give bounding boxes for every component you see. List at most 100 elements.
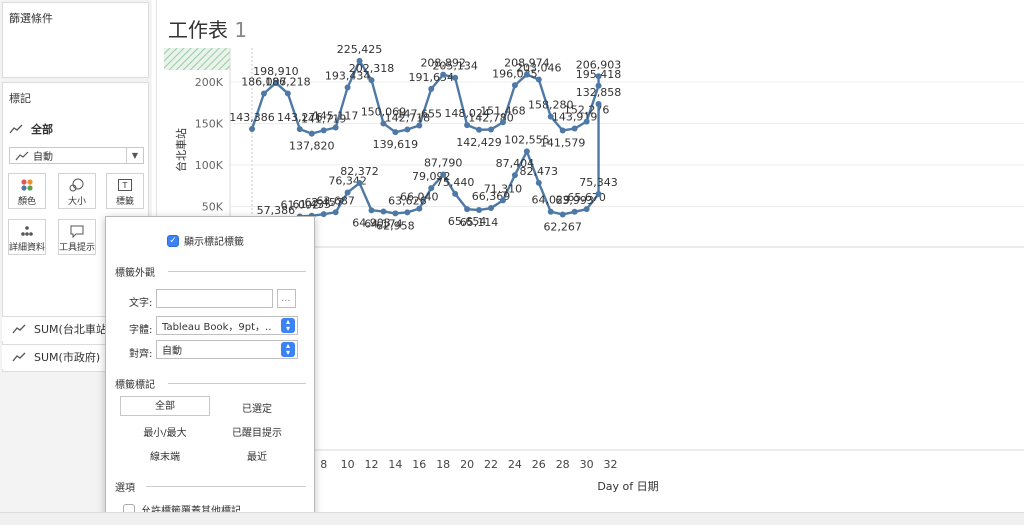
series-top-point[interactable] bbox=[440, 71, 447, 78]
align-select[interactable]: 自動 ▴ ▾ bbox=[156, 340, 298, 359]
series-top-data-label: 152,276 bbox=[564, 104, 610, 117]
measure-pill-label: SUM(台北車站) bbox=[34, 323, 112, 336]
series-top-point[interactable] bbox=[392, 129, 399, 136]
text-input[interactable] bbox=[156, 289, 273, 308]
series-bottom-point[interactable] bbox=[404, 209, 411, 216]
series-top-point[interactable] bbox=[499, 119, 506, 126]
mark-type-value: 自動 bbox=[33, 152, 53, 163]
detail-button[interactable]: 詳細資料 bbox=[8, 219, 46, 255]
series-top-data-label: 139,619 bbox=[373, 138, 419, 151]
series-top-point[interactable] bbox=[547, 113, 554, 120]
series-top-data-label: 142,718 bbox=[385, 112, 431, 125]
y-axis-title: 台北車站 bbox=[174, 128, 188, 172]
size-button-label: 大小 bbox=[67, 197, 86, 207]
marks-all-tab[interactable]: 全部 bbox=[9, 121, 53, 137]
series-bottom-point[interactable] bbox=[571, 208, 578, 215]
series-top-point[interactable] bbox=[583, 118, 590, 125]
label-option-most-recent[interactable]: 最近 bbox=[247, 452, 267, 463]
color-dots-icon bbox=[9, 176, 45, 194]
series-top-point[interactable] bbox=[260, 90, 267, 97]
label-option-all[interactable]: 全部 bbox=[120, 396, 210, 416]
chevron-down-icon[interactable]: ▼ bbox=[126, 148, 143, 163]
series-top-point[interactable] bbox=[416, 122, 423, 129]
series-bottom-point[interactable] bbox=[595, 101, 602, 107]
series-top-point[interactable] bbox=[284, 90, 291, 97]
svg-text:T: T bbox=[122, 181, 128, 190]
series-top-data-label: 193,434 bbox=[325, 69, 371, 82]
series-bottom-data-label: 61,002 bbox=[281, 198, 320, 211]
series-bottom-point[interactable] bbox=[380, 208, 387, 215]
series-top-point[interactable] bbox=[452, 74, 459, 81]
series-bottom-point[interactable] bbox=[416, 205, 423, 212]
series-top-point[interactable] bbox=[249, 125, 255, 132]
series-bottom-point[interactable] bbox=[511, 172, 518, 179]
color-button[interactable]: 顏色 bbox=[8, 173, 46, 209]
label-option-minmax[interactable]: 最小/最大 bbox=[143, 428, 187, 439]
series-top-data-label: 141,719 bbox=[301, 112, 347, 125]
series-bottom-point[interactable] bbox=[356, 180, 363, 187]
series-bottom-point[interactable] bbox=[320, 211, 327, 218]
mark-type-select[interactable]: 自動 ▼ bbox=[9, 147, 144, 164]
series-top-point[interactable] bbox=[535, 76, 542, 83]
text-edit-button[interactable]: ... bbox=[277, 289, 296, 308]
series-top-point[interactable] bbox=[380, 120, 387, 127]
show-labels-row[interactable]: ✓ 顯示標記標籤 bbox=[167, 233, 244, 248]
series-top-data-label: 225,425 bbox=[337, 43, 383, 56]
x-tick-label: 8 bbox=[320, 458, 327, 471]
series-bottom-point[interactable] bbox=[523, 148, 530, 155]
series-top-point[interactable] bbox=[308, 130, 315, 137]
series-bottom-point[interactable] bbox=[452, 190, 459, 197]
label-option-line-ends[interactable]: 線末端 bbox=[150, 452, 180, 463]
series-bottom-point[interactable] bbox=[344, 189, 351, 196]
x-tick-label: 32 bbox=[604, 458, 618, 471]
series-top-data-label: 205,134 bbox=[432, 60, 478, 73]
series-top-point[interactable] bbox=[332, 124, 339, 131]
series-bottom-point[interactable] bbox=[440, 171, 447, 178]
series-bottom-point[interactable] bbox=[392, 210, 399, 217]
series-top-point[interactable] bbox=[488, 126, 494, 133]
tooltip-button[interactable]: 工具提示 bbox=[58, 219, 96, 255]
series-bottom-point[interactable] bbox=[595, 191, 602, 198]
series-top-point[interactable] bbox=[476, 126, 483, 133]
series-bottom-point[interactable] bbox=[464, 206, 471, 213]
series-top-point[interactable] bbox=[368, 77, 375, 84]
tooltip-button-label: 工具提示 bbox=[59, 243, 96, 253]
series-bottom-point[interactable] bbox=[488, 205, 494, 212]
series-bottom-point[interactable] bbox=[583, 206, 590, 213]
series-top-point[interactable] bbox=[404, 126, 411, 133]
series-top-point[interactable] bbox=[296, 126, 303, 133]
size-button[interactable]: 大小 bbox=[58, 173, 96, 209]
label-option-selected[interactable]: 已選定 bbox=[242, 404, 272, 415]
series-top-point[interactable] bbox=[344, 84, 351, 91]
divider bbox=[168, 271, 306, 272]
series-top-point[interactable] bbox=[523, 71, 530, 78]
series-top-point[interactable] bbox=[595, 82, 602, 89]
series-bottom-point[interactable] bbox=[332, 209, 339, 216]
series-bottom-point[interactable] bbox=[368, 207, 375, 214]
font-select[interactable]: Tableau Book，9pt，.. ▴ ▾ bbox=[156, 316, 298, 335]
divider bbox=[168, 383, 306, 384]
series-top-point[interactable] bbox=[595, 73, 602, 80]
series-bottom-data-label: 132,858 bbox=[576, 86, 622, 99]
series-bottom-point[interactable] bbox=[476, 207, 483, 214]
label-option-highlighted[interactable]: 已醒目提示 bbox=[232, 428, 282, 439]
filters-card[interactable]: 篩選條件 bbox=[2, 2, 149, 78]
series-bottom-point[interactable] bbox=[547, 208, 554, 215]
series-bottom-point[interactable] bbox=[559, 211, 566, 218]
series-bottom-point[interactable] bbox=[535, 179, 542, 186]
series-bottom-point[interactable] bbox=[428, 185, 435, 192]
label-button[interactable]: T 標籤 bbox=[106, 173, 144, 209]
series-top-point[interactable] bbox=[571, 125, 578, 132]
series-top-point[interactable] bbox=[272, 79, 279, 86]
font-select-value: Tableau Book，9pt，.. bbox=[162, 322, 272, 333]
series-top-point[interactable] bbox=[464, 122, 471, 129]
series-top-point[interactable] bbox=[428, 85, 435, 92]
series-bottom-point[interactable] bbox=[499, 197, 506, 204]
series-top-point[interactable] bbox=[511, 82, 518, 89]
series-top-point[interactable] bbox=[559, 127, 566, 134]
series-top-point[interactable] bbox=[356, 57, 363, 64]
series-top-point[interactable] bbox=[320, 127, 327, 134]
series-top-data-label: 151,468 bbox=[480, 104, 526, 117]
show-labels-checkbox[interactable]: ✓ bbox=[167, 234, 179, 247]
sheet-title[interactable]: 工作表 1 bbox=[168, 14, 247, 43]
